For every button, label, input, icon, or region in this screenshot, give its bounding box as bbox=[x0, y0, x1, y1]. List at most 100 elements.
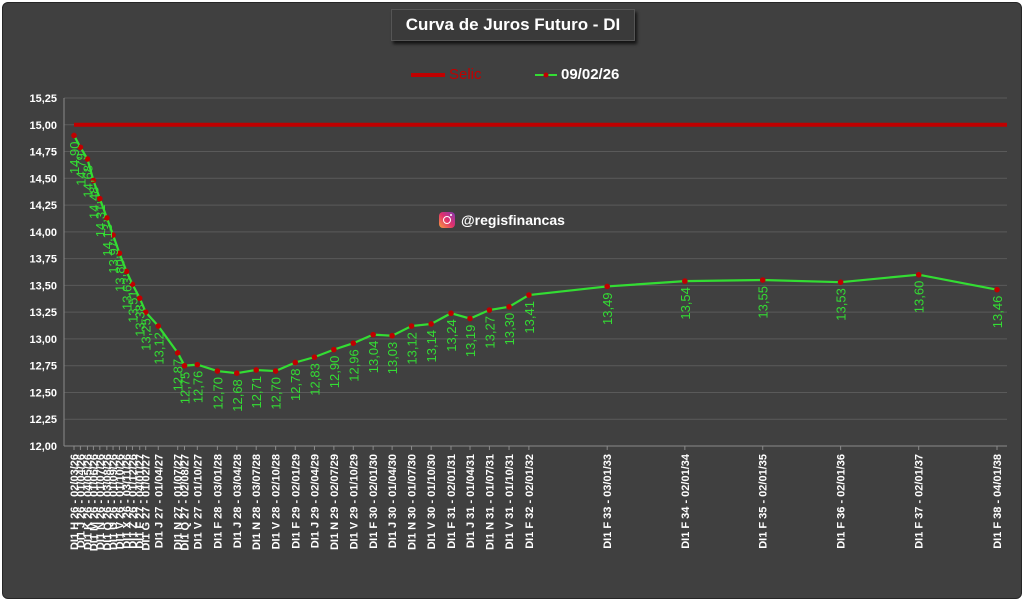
x-tick-label: DI1 J 26 - 01/04/26 bbox=[75, 454, 87, 548]
data-label: 12,71 bbox=[249, 376, 264, 409]
data-point bbox=[90, 177, 97, 184]
x-tick-label: DI1 N 27 - 01/07/27 bbox=[173, 454, 185, 550]
y-tick-label: 14,00 bbox=[29, 227, 57, 239]
data-point bbox=[233, 370, 240, 376]
data-point bbox=[253, 367, 260, 373]
data-point bbox=[116, 250, 123, 257]
x-tick-label: DI1 J 30 - 01/04/30 bbox=[387, 454, 399, 548]
data-label: 13,24 bbox=[444, 319, 459, 352]
y-tick-label: 13,25 bbox=[29, 307, 57, 319]
data-label: 13,03 bbox=[385, 342, 400, 375]
x-tick-label: DI1 F 32 - 02/01/32 bbox=[524, 454, 536, 549]
data-label: 13,51 bbox=[125, 290, 140, 323]
data-point bbox=[331, 346, 337, 353]
x-tick-label: DI1 M 26 - 01/06/26 bbox=[88, 454, 100, 551]
data-label: 13,63 bbox=[119, 277, 134, 310]
x-tick-label: DI1 F 37 - 02/01/37 bbox=[914, 454, 926, 549]
data-point bbox=[467, 315, 473, 322]
instagram-icon bbox=[439, 212, 455, 228]
y-tick-label: 14,75 bbox=[29, 147, 57, 159]
chart-title: Curva de Juros Futuro - DI bbox=[405, 15, 621, 34]
data-point bbox=[604, 283, 610, 290]
data-point bbox=[71, 132, 77, 139]
x-tick-label: DI1 F 28 - 03/01/28 bbox=[212, 454, 224, 549]
data-point bbox=[272, 368, 279, 374]
legend-label-selic: Selic bbox=[449, 66, 482, 83]
data-label: 13,12 bbox=[151, 332, 166, 365]
data-point bbox=[104, 215, 110, 221]
y-tick-label: 14,25 bbox=[29, 200, 57, 212]
data-point bbox=[97, 195, 103, 202]
y-axis: 12,00 12,25 12,50 12,75 13,00 13,25 13,50 13,75… bbox=[29, 93, 57, 453]
data-point bbox=[123, 268, 130, 275]
x-tick-label: DI1 Q 27 - 02/08/27 bbox=[180, 454, 192, 551]
data-label: 13,53 bbox=[834, 288, 849, 321]
series-di bbox=[71, 132, 1000, 376]
data-label: 14,13 bbox=[100, 224, 115, 257]
watermark-text: @regisfinancas bbox=[461, 212, 565, 228]
legend-swatch-di bbox=[535, 72, 557, 77]
x-tick-label: DI1 V 29 - 01/10/29 bbox=[348, 454, 360, 549]
data-point bbox=[136, 295, 143, 302]
data-point bbox=[682, 278, 688, 284]
x-tick-label: DI1 V 28 - 02/10/28 bbox=[271, 454, 283, 549]
data-point bbox=[370, 331, 376, 338]
x-tick-label: DI1 F 34 - 02/01/34 bbox=[680, 453, 692, 549]
data-point bbox=[84, 156, 91, 162]
x-tick-label: DI1 V 31 - 01/10/31 bbox=[504, 454, 516, 549]
data-label: 12,70 bbox=[210, 377, 225, 410]
chart-title-box: Curva de Juros Futuro - DI bbox=[391, 9, 635, 41]
data-label: 13,04 bbox=[366, 341, 381, 374]
data-point bbox=[837, 279, 844, 285]
data-point bbox=[174, 350, 181, 356]
data-point bbox=[526, 292, 532, 298]
data-point bbox=[292, 359, 299, 366]
x-tick-label: DI1 G 27 - 01/02/27 bbox=[141, 454, 153, 551]
y-tick-label: 12,00 bbox=[29, 441, 57, 453]
data-label: 13,14 bbox=[424, 330, 439, 363]
x-tick-label: DI1 K 26 - 04/05/26 bbox=[82, 454, 94, 550]
y-tick-label: 12,75 bbox=[29, 361, 57, 373]
data-label: 12,96 bbox=[346, 349, 361, 382]
x-tick-label: DI1 F 31 - 02/01/31 bbox=[446, 454, 458, 549]
data-label: 13,80 bbox=[112, 259, 127, 292]
data-label: 13,19 bbox=[463, 325, 478, 358]
x-tick-label: DI1 J 31 - 01/04/31 bbox=[465, 454, 477, 548]
x-tick-label: DI1 N 29 - 02/07/29 bbox=[329, 454, 341, 550]
x-tick-label: DI1 V 30 - 01/10/30 bbox=[426, 454, 438, 549]
legend-item-di: 09/02/26 bbox=[535, 66, 619, 83]
y-tick-label: 13,00 bbox=[29, 334, 57, 346]
data-point bbox=[181, 362, 188, 369]
data-point bbox=[389, 332, 395, 339]
data-label: 14,90 bbox=[67, 141, 82, 174]
data-label: 14,48 bbox=[86, 186, 101, 219]
data-label: 12,75 bbox=[178, 372, 193, 405]
data-point bbox=[142, 309, 149, 315]
data-point bbox=[994, 286, 1000, 293]
data-point bbox=[77, 144, 84, 151]
grid bbox=[63, 97, 1007, 447]
data-label: 13,38 bbox=[133, 304, 148, 337]
data-label: 14,31 bbox=[93, 205, 108, 238]
data-label: 13,55 bbox=[756, 286, 771, 319]
data-label: 13,49 bbox=[600, 292, 615, 325]
data-label: 13,97 bbox=[106, 241, 121, 274]
x-tick-label: DI1 F 30 - 02/01/30 bbox=[368, 454, 380, 549]
x-tick-label: DI1 X 26 - 03/11/26 bbox=[121, 454, 133, 549]
x-tick-label: DI1 H 26 - 02/03/26 bbox=[69, 454, 81, 550]
data-point bbox=[448, 310, 454, 317]
data-point bbox=[155, 323, 162, 329]
y-tick-label: 13,50 bbox=[29, 280, 57, 292]
x-tick-label: DI1 F 38 - 04/01/38 bbox=[992, 454, 1004, 549]
x-tick-label: DI1 F 27 - 04/01/27 bbox=[135, 454, 147, 549]
legend-swatch-selic bbox=[411, 72, 445, 77]
di-curve-line bbox=[73, 134, 998, 375]
data-label: 13,46 bbox=[990, 296, 1005, 329]
data-label: 13,54 bbox=[678, 287, 693, 320]
y-tick-label: 15,25 bbox=[29, 93, 57, 105]
data-label: 13,30 bbox=[502, 313, 517, 346]
data-point bbox=[350, 340, 357, 347]
data-point bbox=[759, 277, 766, 283]
legend-item-selic: Selic bbox=[411, 66, 482, 83]
